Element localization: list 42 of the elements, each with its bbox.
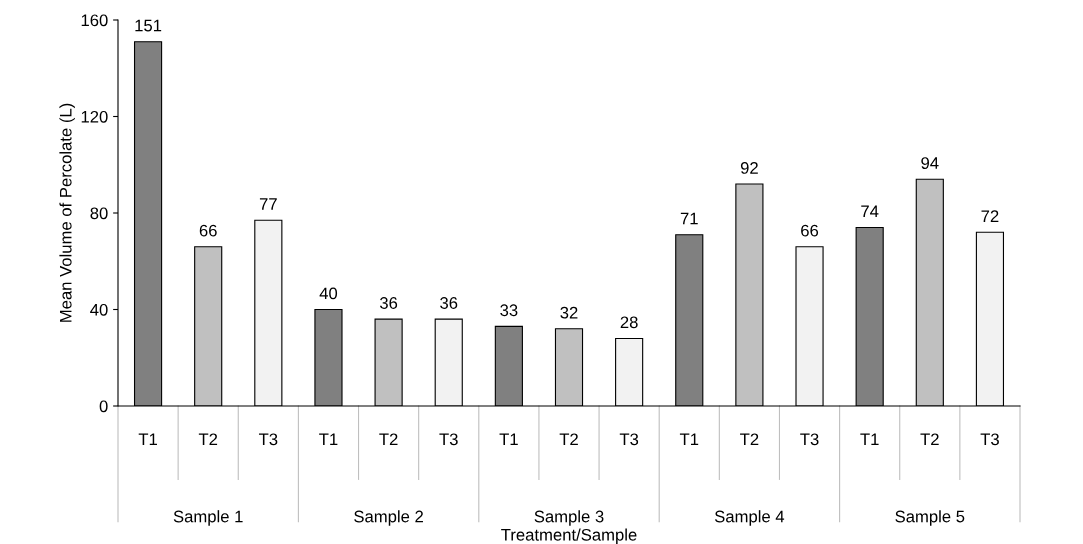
text: T1: [319, 433, 338, 446]
data-label: 28: [620, 316, 638, 329]
x-tick-label: Sample 2: [354, 510, 423, 526]
data-label: 40: [319, 287, 338, 300]
data-label: 74: [861, 205, 879, 218]
text: T1: [679, 433, 699, 446]
series-label: T1: [138, 433, 157, 446]
text: T2: [740, 433, 759, 446]
data-label: 94: [921, 157, 939, 169]
x-tick-label: Sample 1: [173, 510, 243, 526]
y-tick-label: 0: [99, 400, 108, 413]
data-label: 36: [379, 297, 398, 309]
text: T3: [800, 433, 819, 446]
data-label: 151: [135, 19, 162, 32]
x-tick-label: Sample 4: [714, 510, 785, 526]
data-label: 33: [500, 304, 518, 317]
y-tick-label: 80: [90, 207, 108, 220]
data-label: 66: [199, 224, 217, 237]
x-tick-label: Sample 3: [534, 510, 604, 526]
text: T2: [379, 433, 398, 446]
y-tick-label: 120: [81, 110, 108, 123]
data-label: 92: [740, 162, 758, 174]
text: T2: [920, 433, 939, 446]
y-tick-label: 40: [90, 303, 108, 316]
data-label: 66: [801, 224, 819, 237]
data-label: 77: [259, 198, 277, 210]
text: T3: [980, 433, 999, 446]
data-label: 36: [440, 297, 458, 309]
text: T1: [860, 433, 879, 446]
text: T3: [619, 433, 639, 446]
text: T2: [559, 433, 578, 446]
data-label: 72: [981, 210, 999, 222]
text: T1: [499, 433, 518, 446]
y-axis-title: Mean Volume of Percolate (L): [59, 103, 75, 322]
series-label: T3: [258, 433, 278, 446]
y-tick-label: 160: [81, 14, 108, 27]
x-axis-title: Treatment/Sample: [501, 528, 637, 544]
data-label: 32: [560, 306, 578, 319]
text: T3: [439, 433, 458, 446]
data-label: 71: [680, 212, 698, 225]
series-label: T2: [198, 433, 218, 446]
x-tick-label: Sample 5: [895, 510, 965, 526]
